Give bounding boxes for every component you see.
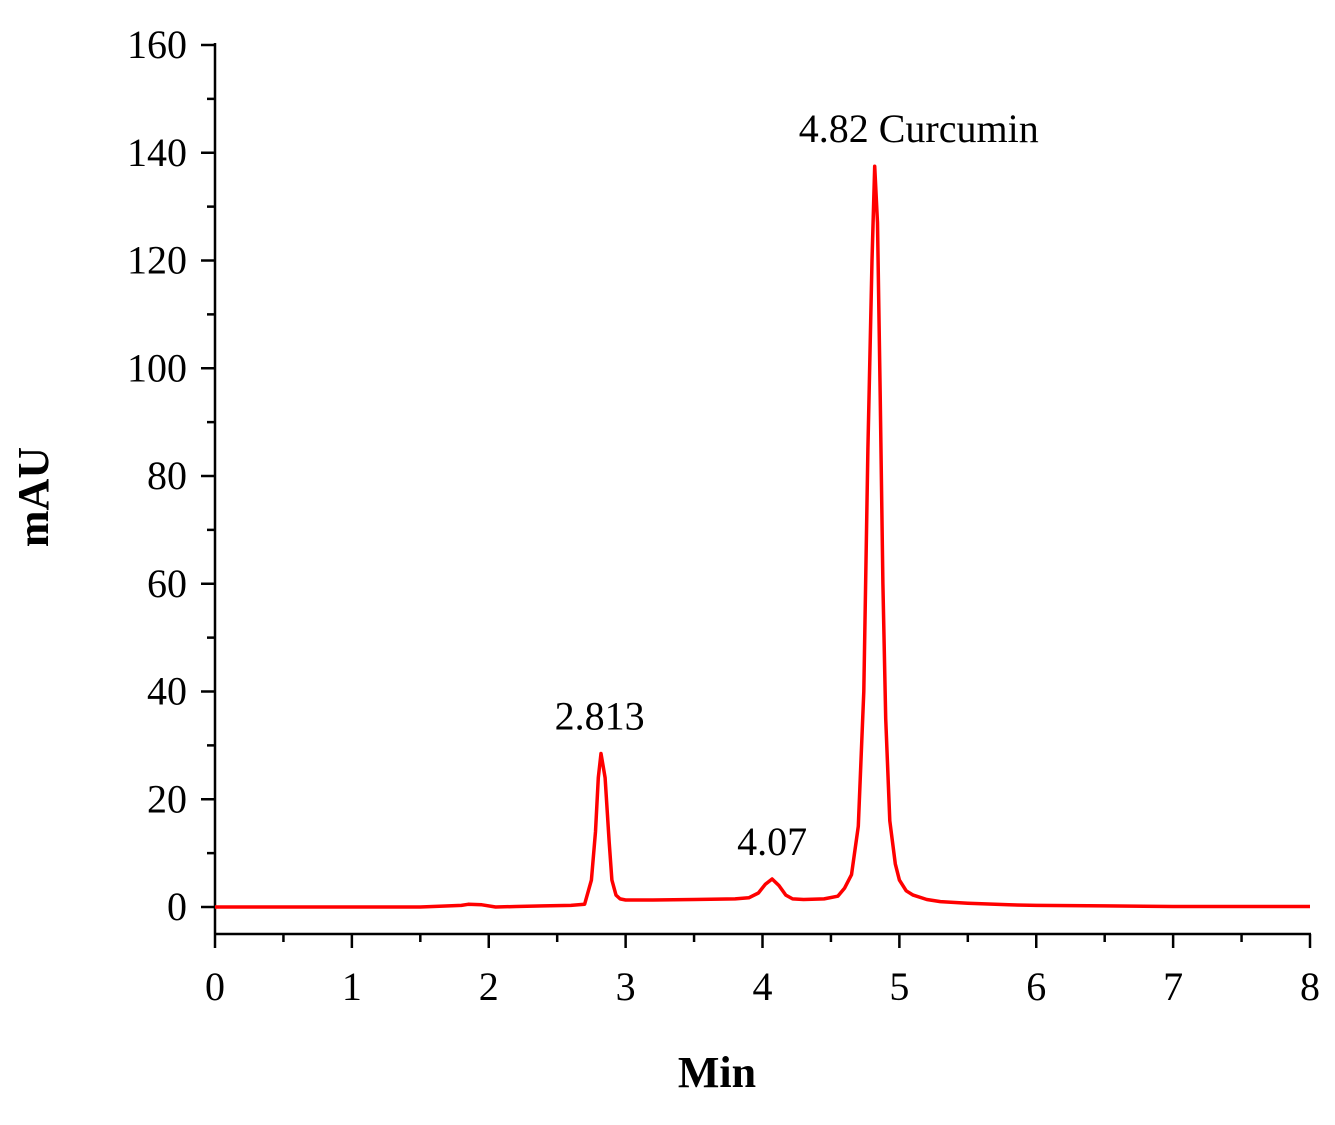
y-tick-label: 100 xyxy=(127,345,187,390)
x-tick-label: 8 xyxy=(1300,964,1320,1009)
peak-annotation: 2.813 xyxy=(555,693,645,738)
x-tick-label: 7 xyxy=(1163,964,1183,1009)
x-axis-title: Min xyxy=(678,1048,756,1097)
x-tick-label: 3 xyxy=(616,964,636,1009)
y-axis-title: mAU xyxy=(9,447,58,547)
axes xyxy=(213,43,1311,936)
peak-annotation: 4.82 Curcumin xyxy=(799,106,1039,151)
y-axis-ticks: 0 20 40 60 80 100 120 140 160 xyxy=(127,22,215,929)
y-tick-label: 40 xyxy=(147,669,187,714)
y-tick-label: 0 xyxy=(167,884,187,929)
peak-annotation: 4.07 xyxy=(737,819,807,864)
y-tick-label: 160 xyxy=(127,22,187,67)
y-tick-label: 80 xyxy=(147,453,187,498)
chromatogram-trace xyxy=(215,164,1310,909)
x-tick-label: 4 xyxy=(753,964,773,1009)
y-tick-label: 20 xyxy=(147,776,187,821)
y-tick-label: 140 xyxy=(127,130,187,175)
x-tick-label: 5 xyxy=(889,964,909,1009)
x-tick-label: 2 xyxy=(479,964,499,1009)
peak-annotations: 2.813 4.07 4.82 Curcumin xyxy=(555,106,1039,864)
y-tick-label: 120 xyxy=(127,238,187,283)
x-axis-ticks: 0 1 2 3 4 5 6 7 8 xyxy=(205,934,1320,1009)
x-tick-label: 6 xyxy=(1026,964,1046,1009)
x-tick-label: 0 xyxy=(205,964,225,1009)
x-tick-label: 1 xyxy=(342,964,362,1009)
y-tick-label: 60 xyxy=(147,561,187,606)
